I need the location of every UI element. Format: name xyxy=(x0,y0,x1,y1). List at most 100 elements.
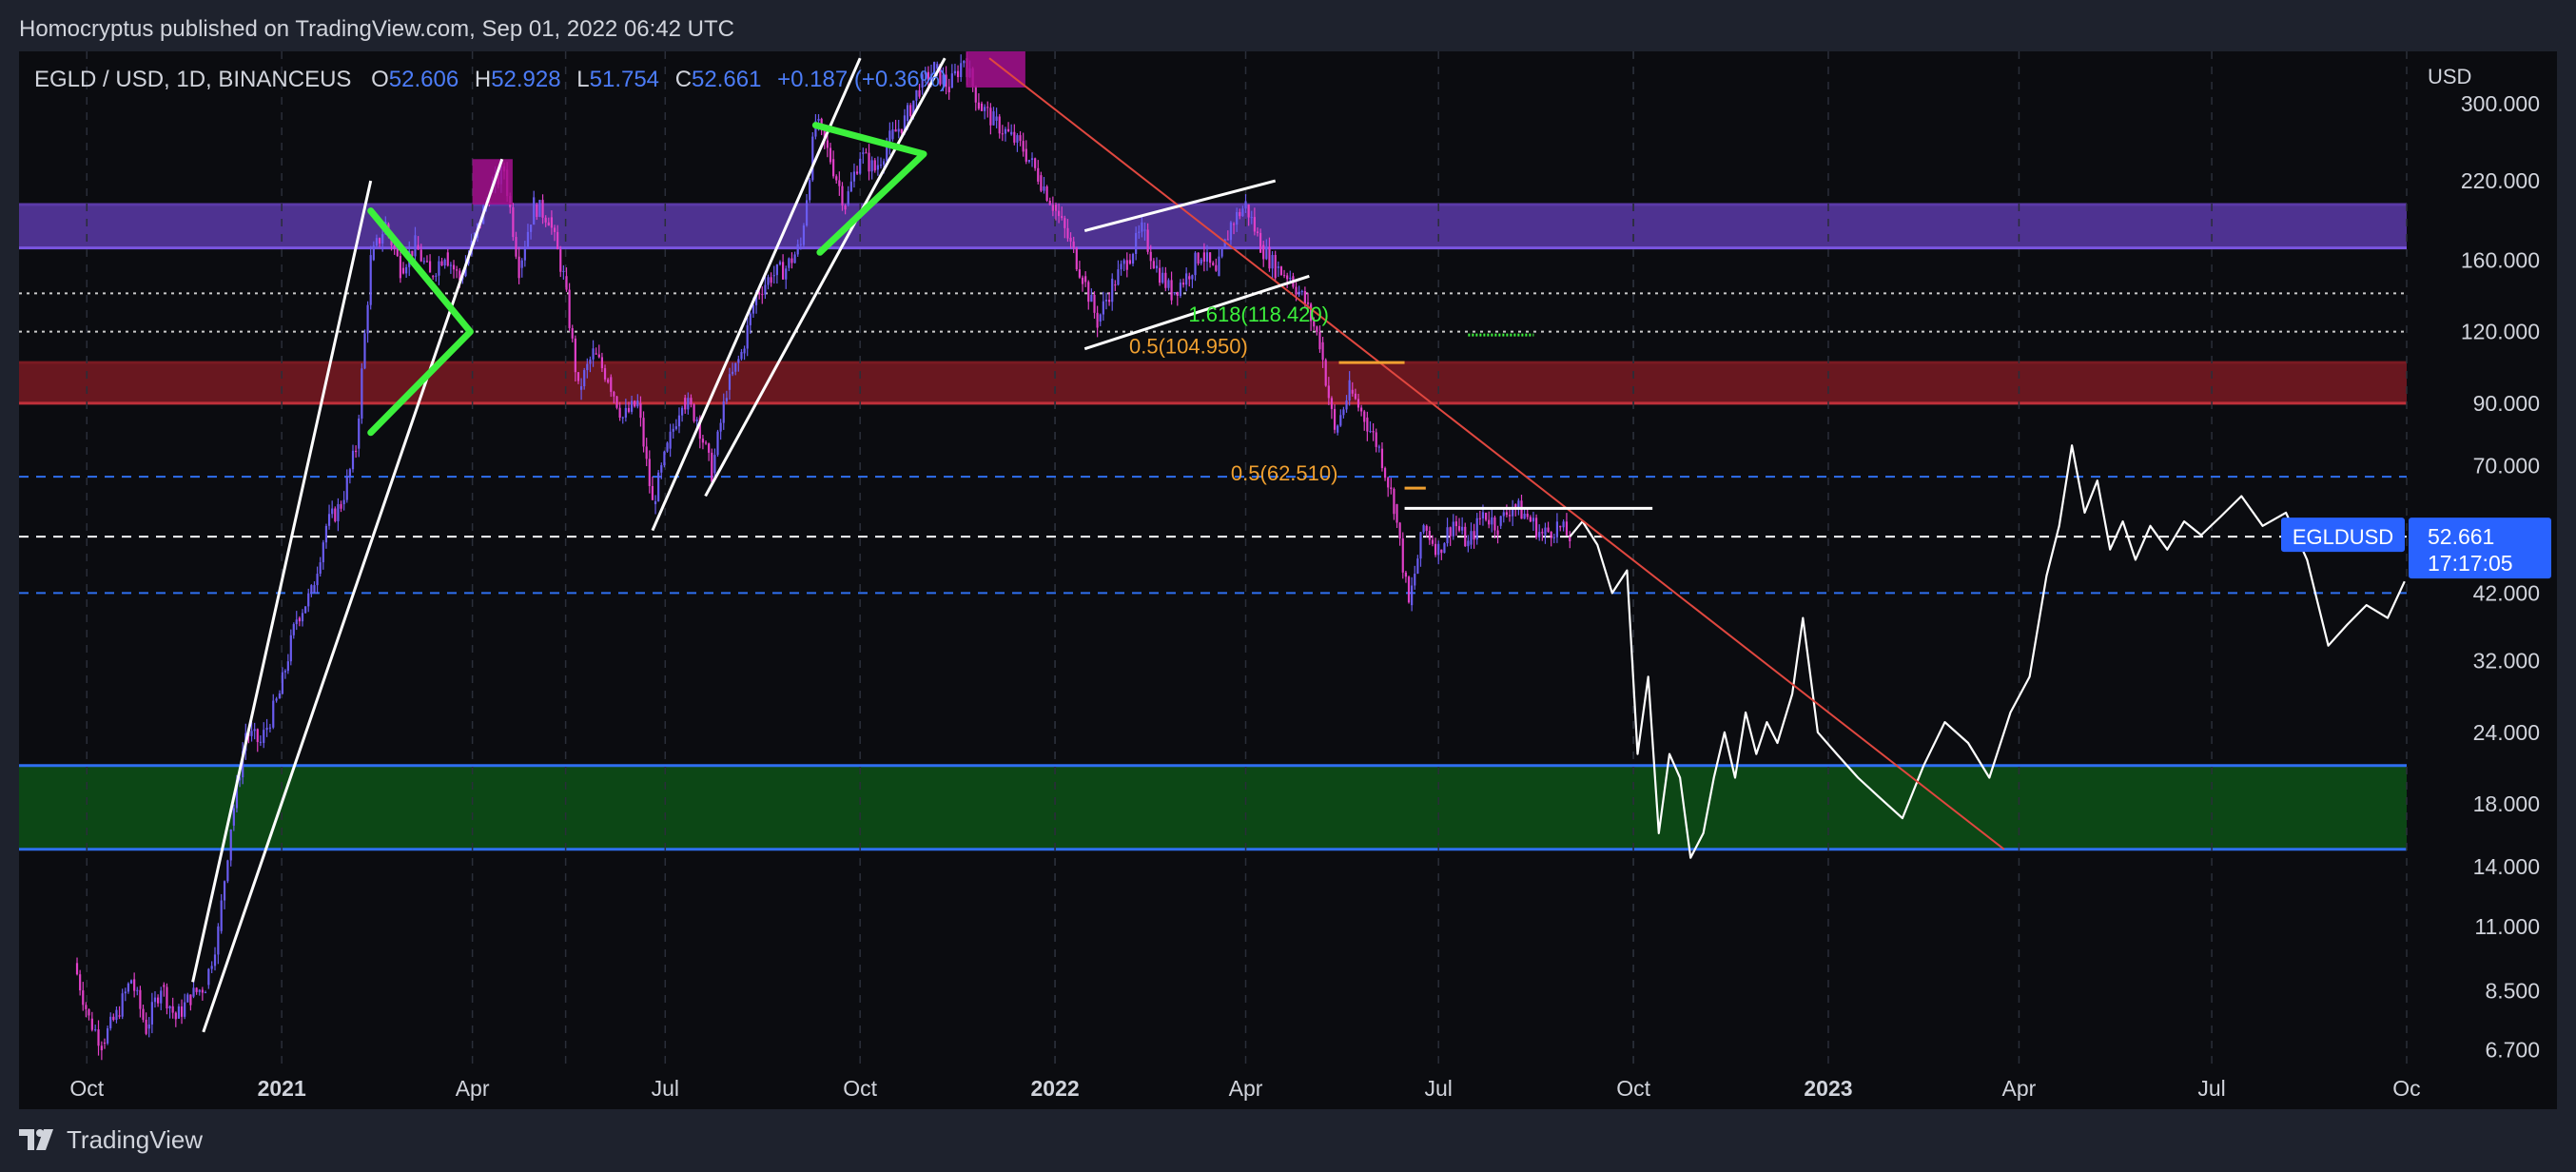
open-value: 52.606 xyxy=(388,67,459,92)
candle-body xyxy=(1099,314,1102,322)
x-tick-label: Apr xyxy=(2002,1076,2037,1101)
candle-body xyxy=(304,606,307,614)
candle-body xyxy=(1484,512,1488,520)
x-tick-label: Jul xyxy=(1424,1076,1452,1101)
candle-body xyxy=(1354,393,1356,400)
candle-body xyxy=(713,455,716,474)
chart-panel[interactable]: 1.618(118.420) 0.5(104.950) 0.5(62.510) US… xyxy=(19,51,2557,1109)
candle-body xyxy=(351,450,355,470)
candle-body xyxy=(1428,531,1431,540)
candle-body xyxy=(1411,585,1414,606)
candle-body xyxy=(139,989,142,1009)
candle-body xyxy=(1502,512,1505,517)
candle-body xyxy=(324,525,328,543)
candle-body xyxy=(782,262,785,280)
candle-body xyxy=(265,727,268,731)
candle-body xyxy=(868,152,870,172)
candle-body xyxy=(663,451,666,466)
candle-body xyxy=(1552,537,1555,538)
close-label: C xyxy=(674,67,693,92)
y-tick-label: 42.000 xyxy=(2473,580,2540,605)
candle-body xyxy=(232,808,235,826)
candle-body xyxy=(1529,517,1532,522)
candle-body xyxy=(568,289,571,328)
candle-body xyxy=(1431,539,1434,544)
candle-body xyxy=(75,963,79,975)
candle-body xyxy=(897,128,900,132)
candle-body xyxy=(690,398,693,405)
candle-body xyxy=(666,442,669,452)
candle-body xyxy=(207,968,210,986)
candle-body xyxy=(405,266,408,274)
candle-body xyxy=(94,1029,97,1031)
candle-body xyxy=(1155,265,1159,269)
candle-body xyxy=(440,261,443,266)
candle-body xyxy=(295,619,298,625)
y-tick-label: 24.000 xyxy=(2473,720,2540,745)
candle-body xyxy=(770,277,772,283)
symbol-label[interactable]: EGLD / USD, 1D, BINANCEUS xyxy=(34,67,352,92)
projection-layer xyxy=(1569,444,2406,859)
publisher-line: Homocryptus published on TradingView.com… xyxy=(19,16,734,42)
candle-body xyxy=(1562,521,1565,528)
candle-body xyxy=(517,256,520,279)
fib-label: 0.5(62.510) xyxy=(1231,461,1338,485)
candle-body xyxy=(743,348,746,354)
candle-body xyxy=(1461,526,1464,531)
candle-body xyxy=(1197,252,1200,264)
candle-body xyxy=(1475,518,1478,540)
candle-body xyxy=(1366,417,1369,432)
chart-canvas[interactable]: 1.618(118.420) 0.5(104.950) 0.5(62.510) US… xyxy=(19,51,2557,1109)
candle-body xyxy=(886,146,888,162)
candle-body xyxy=(1170,280,1173,301)
candle-body xyxy=(1135,232,1138,254)
candle-body xyxy=(1464,526,1467,547)
candle-body xyxy=(974,86,977,103)
candle-body xyxy=(121,993,124,1017)
candle-body xyxy=(939,64,942,85)
candle-body xyxy=(145,1019,147,1034)
fib-label: 1.618(118.420) xyxy=(1188,303,1329,326)
candle-body xyxy=(950,73,953,88)
candle-body xyxy=(1342,409,1345,416)
candle-body xyxy=(1348,380,1351,401)
candle-body xyxy=(1027,159,1031,162)
candle-body xyxy=(1452,521,1454,537)
candle-body xyxy=(334,508,337,521)
candle-body xyxy=(142,1008,145,1020)
candle-body xyxy=(85,1005,88,1009)
candle-body xyxy=(734,362,737,372)
candle-body xyxy=(1223,239,1226,249)
x-tick-label: Oct xyxy=(1616,1076,1650,1101)
candle-body xyxy=(1241,208,1244,217)
candle-body xyxy=(1493,517,1496,531)
candle-body xyxy=(1303,291,1306,304)
tradingview-logo[interactable]: TradingView xyxy=(19,1124,203,1155)
candle-body xyxy=(192,987,195,997)
candle-body xyxy=(1532,518,1535,522)
candle-body xyxy=(1298,291,1300,295)
candle-body xyxy=(1318,332,1321,350)
candle-body xyxy=(1019,135,1022,142)
channel-1-right xyxy=(202,158,504,1033)
candle-body xyxy=(163,985,166,987)
y-axis: USD 300.000 220.000 160.000 120.000 90.000 70.… xyxy=(2428,65,2540,1063)
candle-body xyxy=(1390,487,1393,489)
candle-body xyxy=(1449,527,1452,537)
channel-1-left xyxy=(191,180,373,983)
candle-body xyxy=(1547,527,1550,532)
symbol-badge-label: EGLDUSD xyxy=(2293,525,2393,549)
candle-body xyxy=(393,244,396,249)
candle-body xyxy=(906,105,909,121)
candle-body xyxy=(704,442,708,444)
x-tick-label: 2023 xyxy=(1804,1076,1852,1101)
candle-body xyxy=(1277,266,1279,268)
candle-body xyxy=(1538,532,1541,537)
candle-body xyxy=(229,829,232,861)
candle-body xyxy=(1125,260,1128,270)
candle-body xyxy=(147,1024,150,1029)
candle-body xyxy=(1330,398,1334,409)
symbol-badge xyxy=(2281,518,2405,553)
candle-body xyxy=(88,1008,90,1016)
candle-body xyxy=(687,398,690,410)
